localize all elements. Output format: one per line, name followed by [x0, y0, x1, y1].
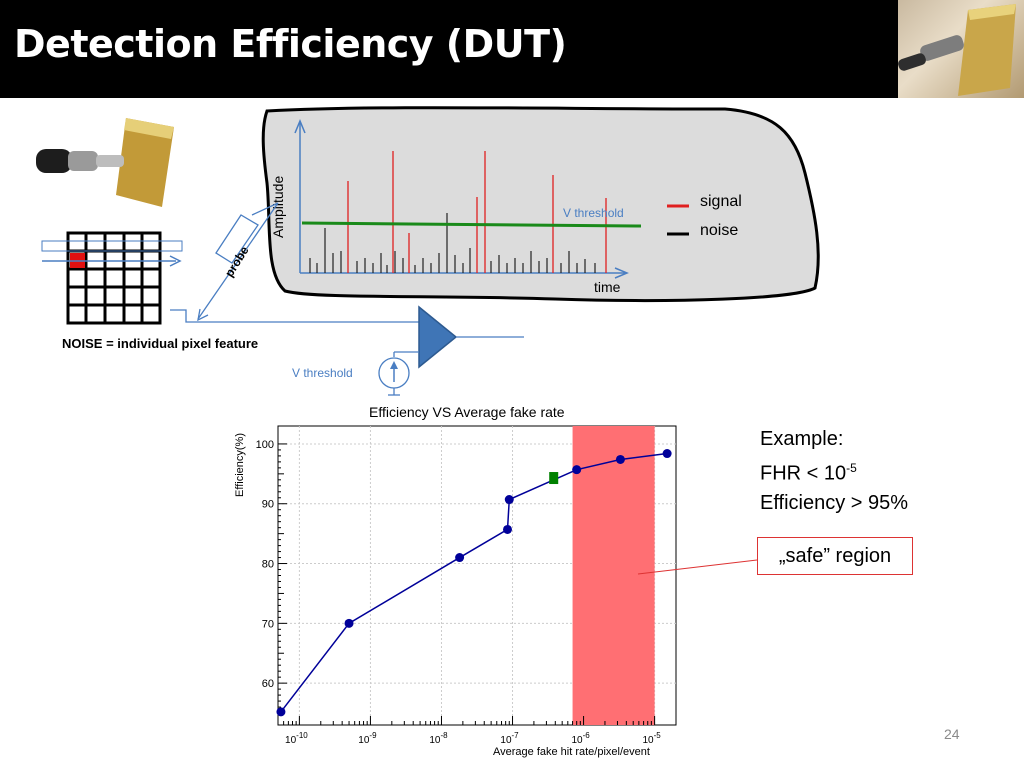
vthreshold-line-label: V threshold	[563, 206, 624, 220]
vthreshold-label: V threshold	[292, 366, 353, 380]
x-tick-label: 10-6	[571, 731, 590, 746]
example-heading: Example:	[760, 428, 844, 450]
chart-title: Efficiency VS Average fake rate	[369, 404, 565, 420]
fhr-prefix: FHR < 10	[760, 462, 847, 485]
data-point	[572, 465, 582, 475]
safe-region-pointer	[637, 559, 758, 575]
x-tick-label: 10-10	[285, 731, 308, 746]
example-box: Example: FHR < 10-5 Efficiency > 95%	[760, 425, 908, 518]
y-tick-label: 100	[256, 439, 274, 451]
example-fhr: FHR < 10-5	[760, 454, 908, 489]
legend-noise: noise	[700, 222, 739, 239]
x-tick-label: 10-8	[429, 731, 448, 746]
data-point	[504, 495, 514, 505]
page-number: 24	[944, 726, 960, 742]
slide-title: Detection Efficiency (DUT)	[14, 22, 567, 66]
readout-diagram	[41, 202, 524, 396]
x-tick-label: 10-9	[358, 731, 377, 746]
x-tick-label: 10-7	[500, 731, 519, 746]
y-tick-label: 70	[262, 618, 274, 630]
legend-signal: signal	[700, 193, 742, 210]
safe-region	[572, 426, 655, 725]
data-point	[503, 524, 513, 534]
chart-ylabel: Efficiency(%)	[234, 433, 246, 497]
highlight-marker	[549, 472, 559, 485]
signal-diagram	[261, 106, 820, 303]
example-efficiency: Efficiency > 95%	[760, 491, 909, 514]
efficiency-chart: 60 70 80 90 100 10-10 10-9 10-8 10-7 10-6 10-5	[256, 425, 677, 746]
title-bar: Detection Efficiency (DUT)	[0, 0, 898, 98]
fhr-exponent: -5	[846, 461, 857, 475]
data-point	[615, 454, 625, 464]
data-point	[662, 449, 672, 459]
data-point	[276, 707, 286, 717]
data-point	[344, 618, 354, 628]
safe-region-label: „safe” region	[757, 537, 913, 575]
y-tick-label: 90	[262, 499, 274, 511]
noise-caption: NOISE = individual pixel feature	[62, 336, 259, 351]
chart-xlabel: Average fake hit rate/pixel/event	[493, 746, 650, 758]
sensor-photo	[898, 0, 1024, 98]
data-point	[455, 553, 465, 563]
series-line	[280, 452, 668, 713]
y-tick-label: 80	[262, 559, 274, 571]
y-tick-label: 60	[262, 678, 274, 690]
time-label: time	[594, 279, 621, 295]
sensor-image	[36, 118, 174, 207]
x-tick-label: 10-5	[642, 731, 661, 746]
